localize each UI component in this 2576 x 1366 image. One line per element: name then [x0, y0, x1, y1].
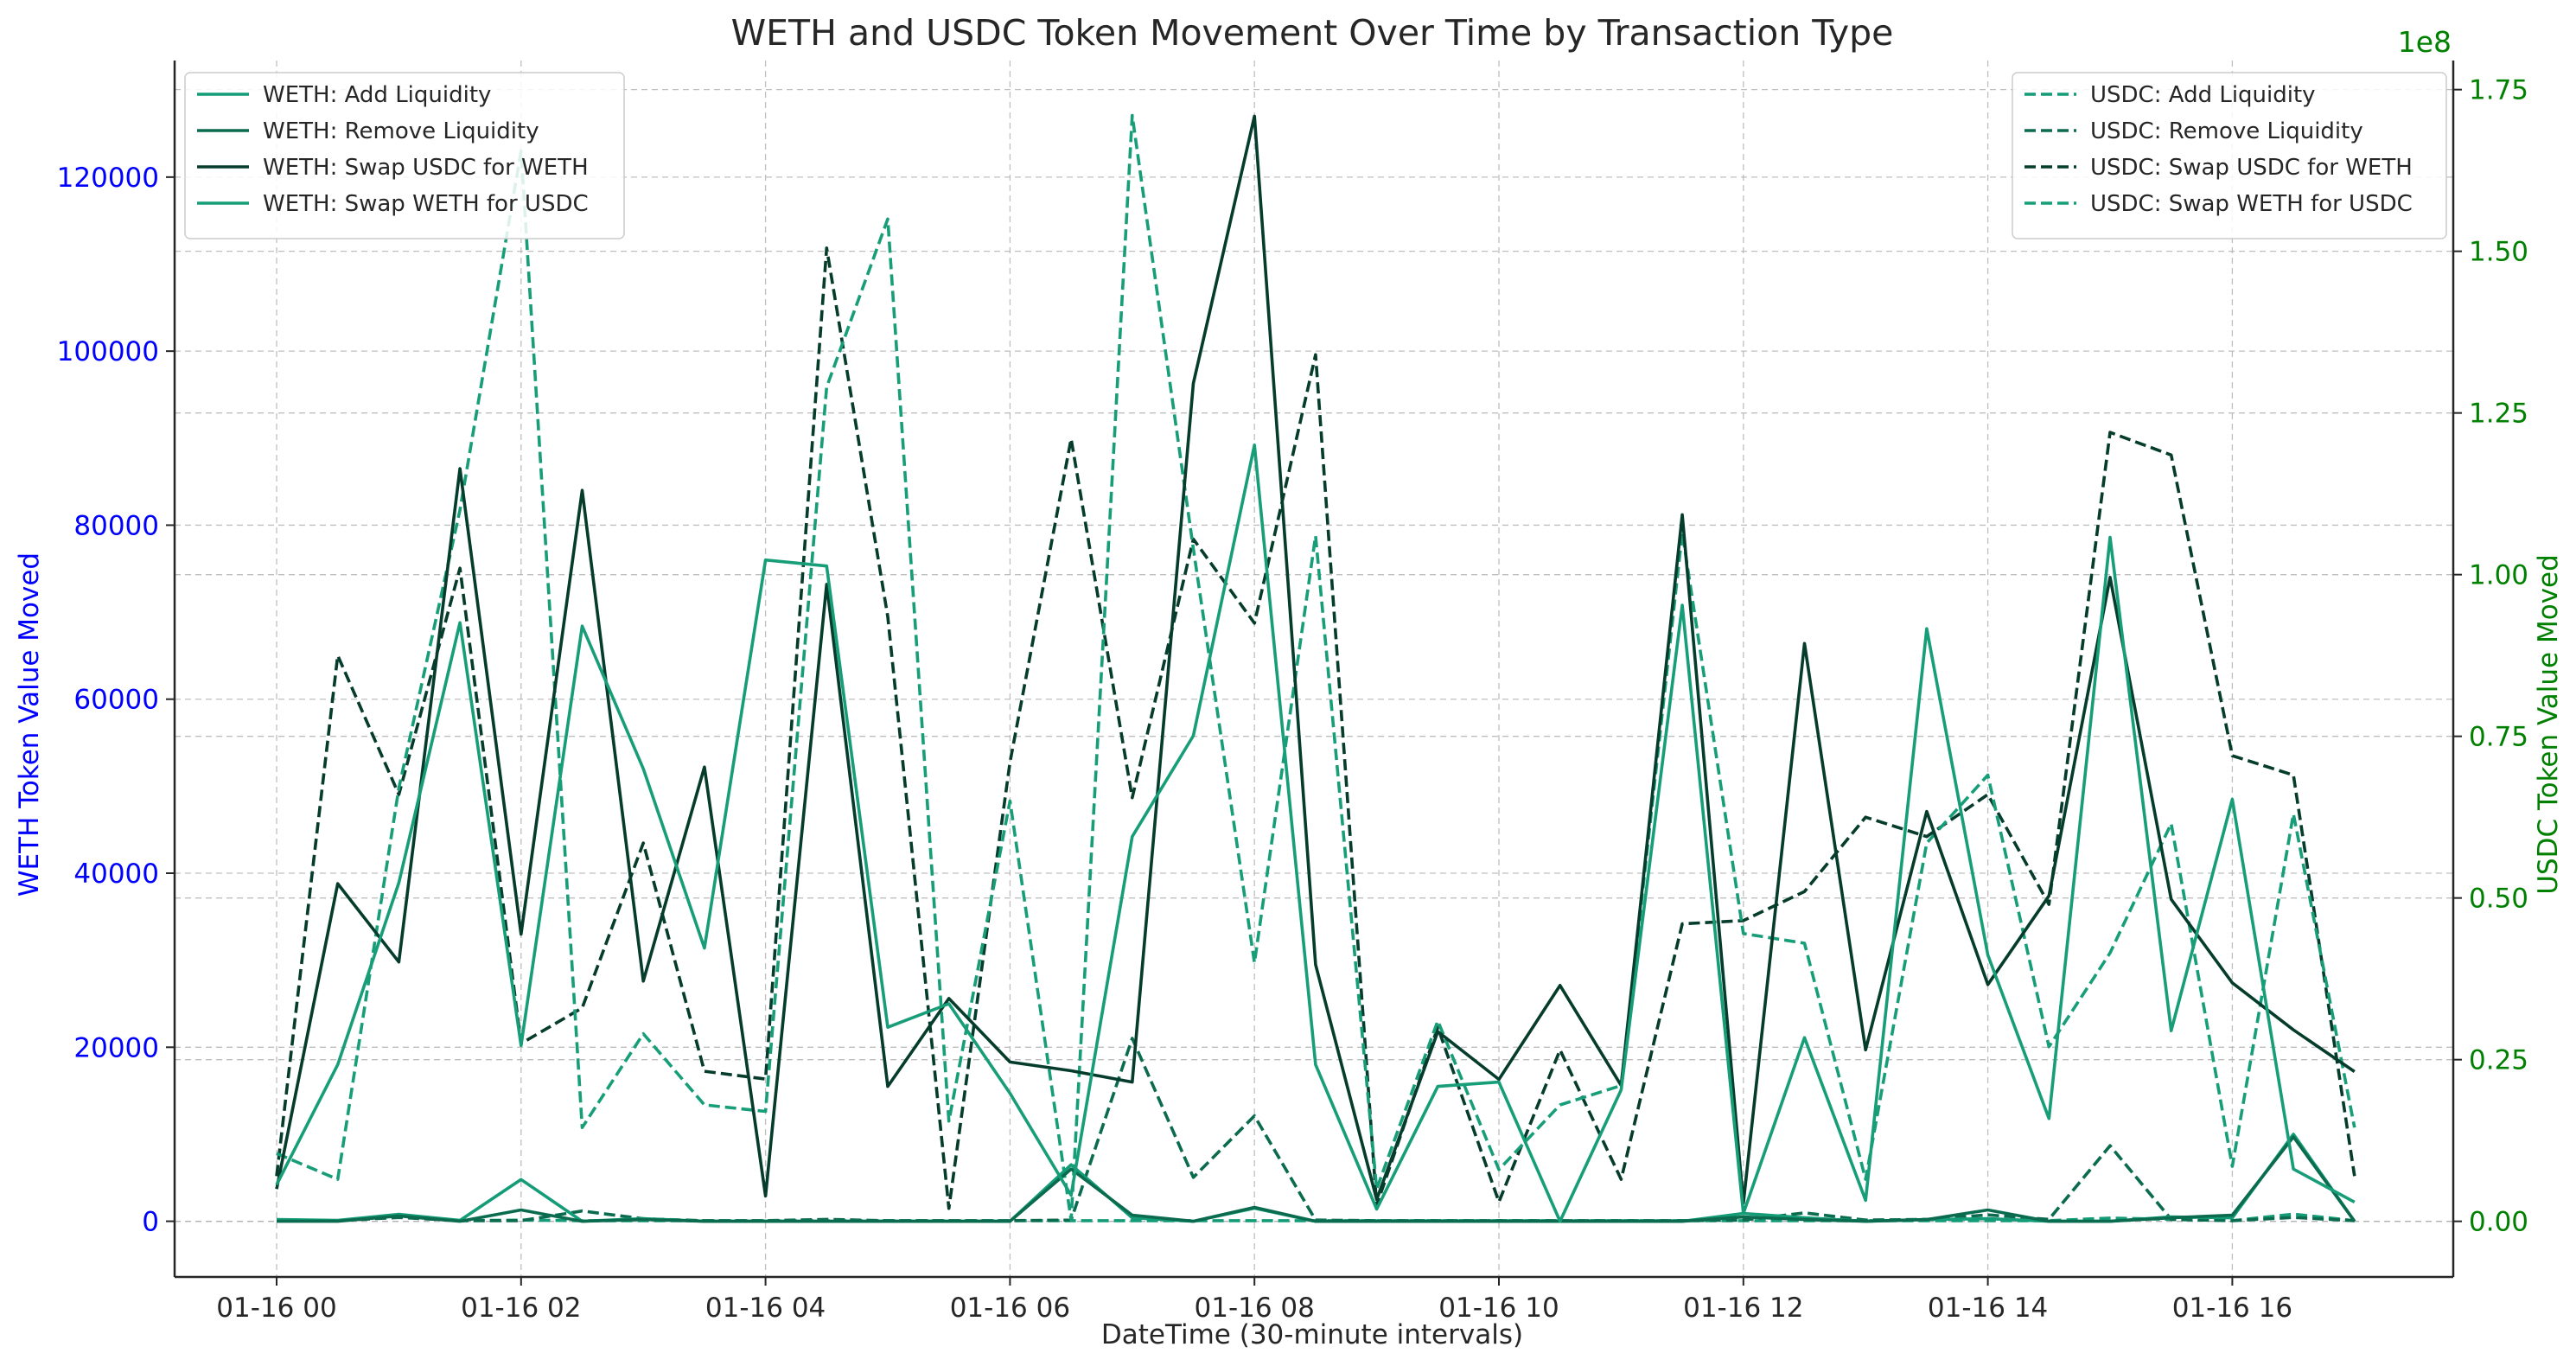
legend-usdc: USDC: Add Liquidity USDC: Remove Liquidit…: [2012, 72, 2447, 239]
x-tick-label: 01-16 08: [1195, 1293, 1315, 1324]
plot-axes: [173, 61, 2455, 1279]
y-right-tick-label: 1.75: [2469, 75, 2528, 106]
y-right-tick-label: 0.75: [2469, 722, 2528, 753]
series-line-weth-remove-liquidity: [277, 1135, 2356, 1223]
series-line-usdc-swap-weth-for-usdc: [276, 113, 2356, 1222]
y-right-tick-label: 0.50: [2469, 884, 2528, 915]
legend-entry-label: USDC: Add Liquidity: [2090, 82, 2316, 108]
x-tick-label: 01-16 00: [216, 1293, 336, 1324]
y-right-tick-label: 1.50: [2469, 237, 2528, 268]
y-left-tick-label: 80000: [73, 510, 159, 541]
legend-box: [184, 72, 625, 239]
legend-box: [2012, 72, 2447, 239]
legend-weth: WETH: Add Liquidity WETH: Remove Liquidit…: [184, 72, 625, 239]
y-left-tick-label: 40000: [73, 859, 159, 890]
x-tick-label: 01-16 02: [461, 1293, 581, 1324]
y-right-tick-label: 1.00: [2469, 560, 2528, 591]
weth-series-lines: [275, 114, 2356, 1223]
legend-entry-label: WETH: Remove Liquidity: [263, 118, 539, 144]
y-left-tick-label: 100000: [57, 336, 159, 367]
x-tick-label: 01-16 10: [1438, 1293, 1559, 1324]
x-axis-label: DateTime (30-minute intervals): [1101, 1319, 1523, 1350]
series-line-usdc-swap-usdc-for-weth: [275, 246, 2356, 1210]
y-axis-right-label: USDC Token Value Moved: [2533, 554, 2564, 895]
y-right-tick-label: 0.25: [2469, 1045, 2528, 1076]
x-tick-label: 01-16 06: [950, 1293, 1070, 1324]
y-left-tick-label: 60000: [73, 685, 159, 716]
y-left-tick-label: 0: [142, 1207, 159, 1238]
legend-entry-label: WETH: Add Liquidity: [263, 82, 491, 108]
y-axis-left-label: WETH Token Value Moved: [14, 552, 45, 897]
x-tick-label: 01-16 14: [1928, 1293, 2048, 1324]
y-left-tick-label: 20000: [73, 1032, 159, 1063]
legend-entry-label: WETH: Swap USDC for WETH: [263, 155, 589, 181]
x-tick-label: 01-16 16: [2172, 1293, 2292, 1324]
y-axis-right-offset-text: 1e8: [2398, 25, 2452, 59]
legend-entry-label: USDC: Swap WETH for USDC: [2090, 191, 2413, 217]
chart-title: WETH and USDC Token Movement Over Time b…: [731, 12, 1894, 54]
legend-entry-label: WETH: Swap WETH for USDC: [263, 191, 589, 217]
y-right-tick-label: 1.25: [2469, 399, 2528, 430]
x-tick-label: 01-16 04: [705, 1293, 826, 1324]
series-line-weth-swap-weth-for-usdc: [275, 443, 2356, 1223]
legend-entry-label: USDC: Swap USDC for WETH: [2090, 155, 2413, 181]
series-line-weth-swap-usdc-for-weth: [275, 114, 2356, 1205]
axis-ticks: 01-16 00 01-16 02 01-16 04 01-16 06 01-16 08…: [57, 75, 2528, 1324]
y-right-tick-label: 0.00: [2469, 1207, 2528, 1238]
x-tick-label: 01-16 12: [1683, 1293, 1803, 1324]
legend-entry-label: USDC: Remove Liquidity: [2090, 118, 2363, 144]
y-left-tick-label: 120000: [57, 163, 159, 194]
